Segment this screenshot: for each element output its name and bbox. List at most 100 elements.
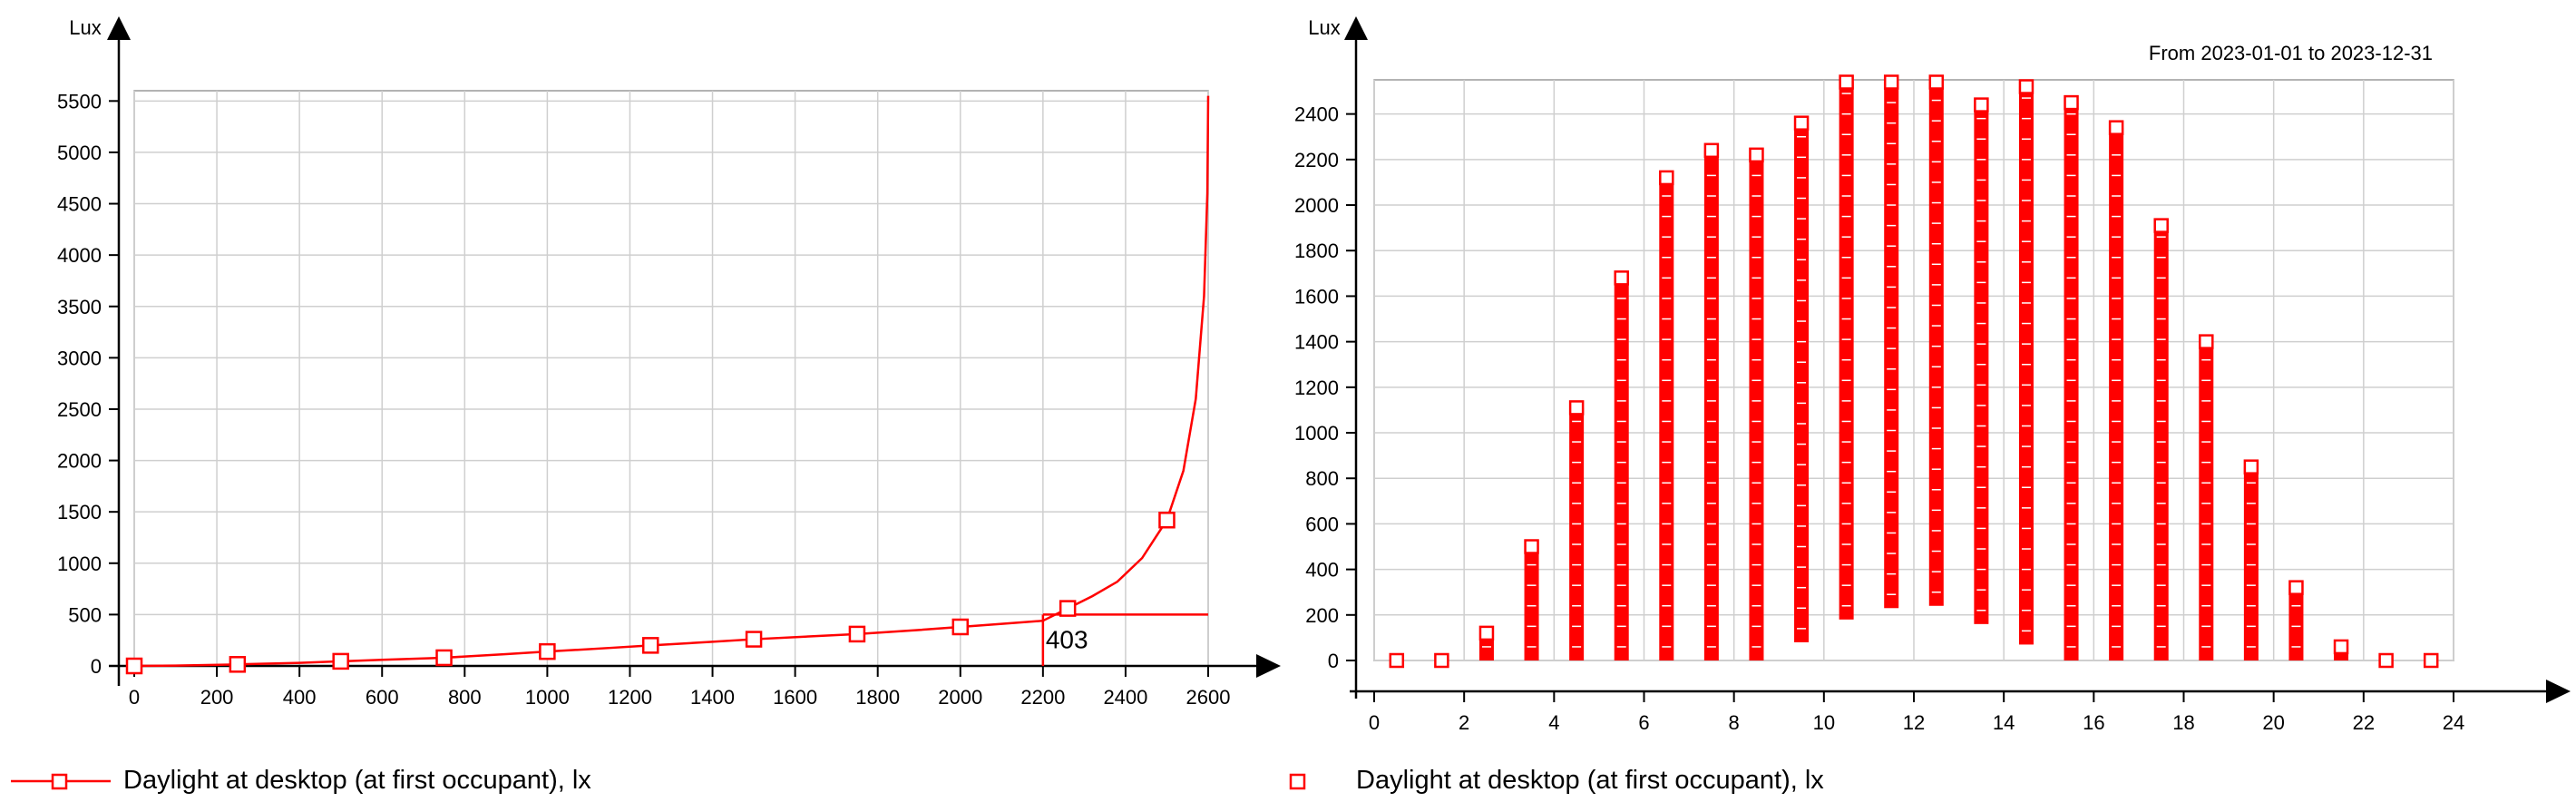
column-top-marker — [1974, 97, 1989, 113]
hour-column — [1569, 407, 1585, 660]
y-tick-label: 2000 — [57, 450, 102, 473]
zero-value-marker — [1389, 652, 1405, 669]
y-tick-label: 1500 — [57, 501, 102, 523]
x-tick-label: 2000 — [938, 686, 982, 709]
hour-column — [1884, 82, 1899, 609]
column-top-marker — [2288, 580, 2304, 595]
hour-column — [1659, 177, 1674, 660]
column-top-marker — [1883, 74, 1899, 90]
y-tick-label: 800 — [1305, 467, 1339, 490]
y-axis-arrow — [107, 16, 131, 40]
x-tick-label: 800 — [448, 686, 482, 709]
column-top-marker — [2108, 120, 2124, 135]
column-top-marker — [2064, 94, 2079, 111]
column-top-marker — [1928, 74, 1945, 90]
hour-column — [2064, 103, 2079, 661]
y-axis-arrow — [1344, 16, 1368, 40]
x-tick-label: 1800 — [855, 686, 900, 709]
hourly-daylight-chart: Lux From 2023-01-01 to 2023-12-31 0 2 4 6 8 10 1… — [1288, 0, 2576, 812]
x-tick-label: 14 — [1993, 711, 2015, 734]
y-axis-unit-label: Lux — [1308, 16, 1340, 39]
x-tick-label: 8 — [1729, 711, 1740, 734]
y-tick-label: 5000 — [57, 142, 102, 164]
y-tick-label: 4000 — [57, 244, 102, 267]
data-point-marker — [332, 652, 349, 670]
column-top-marker — [1614, 270, 1629, 286]
hour-column — [2153, 225, 2169, 661]
x-axis-arrow — [1256, 654, 1281, 678]
y-tick-label: 200 — [1305, 604, 1339, 627]
y-tick-label: 1600 — [1294, 285, 1339, 308]
x-tick-label: 600 — [366, 686, 399, 709]
column-top-marker — [1839, 74, 1854, 90]
x-tick-label: 200 — [200, 686, 234, 709]
y-tick-label: 2200 — [1294, 149, 1339, 171]
column-top-marker — [1524, 539, 1539, 554]
hour-column — [2199, 341, 2214, 660]
hour-column — [1928, 82, 1944, 606]
y-tick-label: 2000 — [1294, 194, 1339, 217]
data-point-marker — [435, 649, 453, 667]
line-marker-legend-icon — [11, 773, 111, 789]
hour-column — [2018, 86, 2034, 645]
x-tick-label: 12 — [1903, 711, 1925, 734]
x-tick-label: 1000 — [525, 686, 570, 709]
data-point-marker — [125, 657, 143, 675]
legend-label: Daylight at desktop (at first occupant),… — [1356, 766, 1824, 795]
column-top-marker — [1703, 142, 1720, 159]
x-tick-label: 2600 — [1186, 686, 1231, 709]
y-tick-label: 1400 — [1294, 331, 1339, 354]
hour-column — [1524, 546, 1539, 660]
plot-area — [133, 90, 1209, 667]
y-tick-label: 3000 — [57, 347, 102, 369]
y-tick-label: 3500 — [57, 296, 102, 318]
x-tick-label: 2 — [1459, 711, 1469, 734]
data-point-marker — [745, 631, 763, 648]
y-tick-label: 0 — [1328, 650, 1339, 672]
cumulative-daylight-plot: Lux 0 200 400 600 800 1000 1200 1400 1600 1800 2000… — [57, 16, 1281, 709]
x-tick-label: 10 — [1813, 711, 1835, 734]
y-tick-label: 0 — [91, 655, 102, 678]
y-tick-label: 5500 — [57, 90, 102, 113]
x-tick-label: 18 — [2172, 711, 2194, 734]
data-point-marker — [641, 637, 659, 654]
hour-column — [2243, 466, 2259, 660]
column-top-marker — [1568, 400, 1585, 416]
x-tick-label: 2400 — [1103, 686, 1147, 709]
x-tick-label: 400 — [283, 686, 317, 709]
hour-column — [1703, 150, 1719, 660]
x-tick-label: 0 — [1369, 711, 1380, 734]
x-tick-label: 16 — [2083, 711, 2104, 734]
column-top-marker — [2243, 459, 2259, 474]
data-point-marker — [1059, 600, 1077, 617]
y-tick-label: 1800 — [1294, 240, 1339, 262]
hour-column — [1839, 82, 1854, 620]
y-tick-label: 2500 — [57, 398, 102, 421]
y-axis-unit-label: Lux — [69, 16, 101, 39]
y-tick-label: 600 — [1305, 513, 1339, 535]
y-tick-label: 2400 — [1294, 103, 1339, 126]
y-tick-label: 4500 — [57, 193, 102, 216]
data-point-marker — [1158, 511, 1176, 529]
zero-value-marker — [1434, 652, 1449, 669]
y-tick-label: 400 — [1305, 559, 1339, 582]
column-top-marker — [2333, 639, 2349, 655]
x-tick-label: 22 — [2353, 711, 2375, 734]
legend-left: Daylight at desktop (at first occupant),… — [11, 766, 591, 796]
x-tick-label: 6 — [1638, 711, 1649, 734]
cumulative-daylight-chart: Lux 0 200 400 600 800 1000 1200 1400 1600 1800 2000… — [11, 16, 1281, 796]
x-tick-label: 0 — [129, 686, 140, 709]
column-top-marker — [1478, 625, 1495, 641]
x-tick-label: 2200 — [1020, 686, 1065, 709]
square-marker-legend-icon — [1289, 773, 1306, 789]
column-top-marker — [2018, 79, 2034, 94]
y-tick-label: 1000 — [1294, 422, 1339, 445]
y-tick-label: 1200 — [1294, 377, 1339, 399]
legend-label: Daylight at desktop (at first occupant),… — [123, 766, 591, 795]
hour-column — [2109, 127, 2124, 661]
column-top-marker — [2199, 334, 2214, 349]
y-tick-label: 500 — [68, 603, 102, 626]
hour-column — [1614, 278, 1629, 660]
hour-column — [2288, 587, 2304, 660]
